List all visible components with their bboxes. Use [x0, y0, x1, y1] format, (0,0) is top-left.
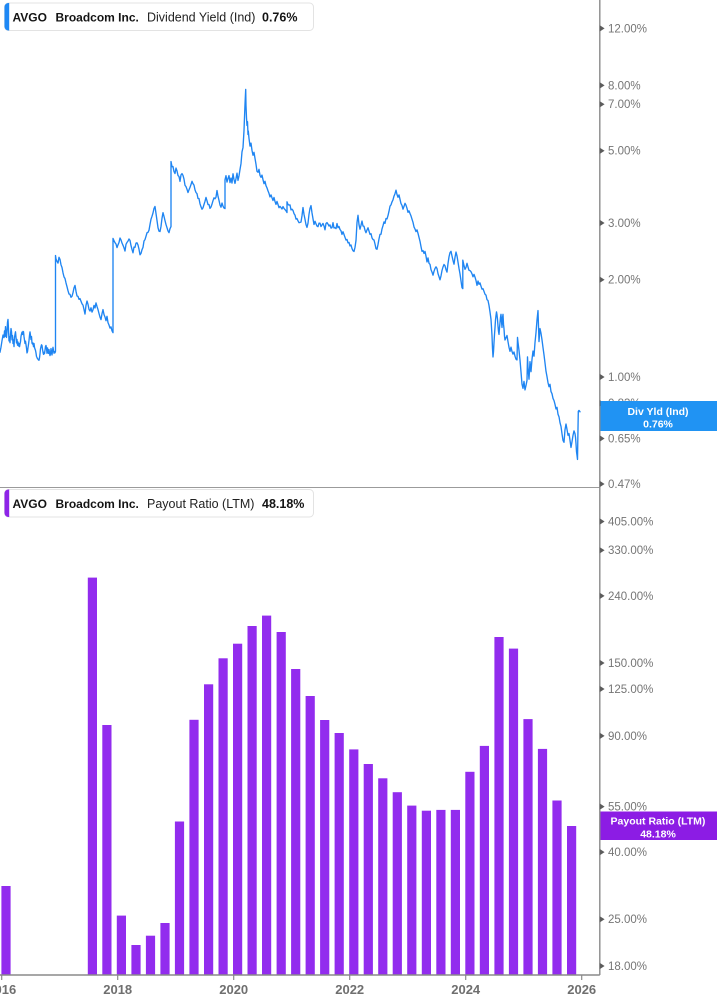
svg-text:150.00%: 150.00%: [608, 658, 653, 670]
svg-text:25.00%: 25.00%: [608, 914, 647, 926]
svg-text:18.00%: 18.00%: [608, 961, 647, 973]
svg-text:2.00%: 2.00%: [608, 275, 641, 287]
svg-text:3.00%: 3.00%: [608, 218, 641, 230]
svg-text:55.00%: 55.00%: [608, 802, 647, 814]
svg-text:5.00%: 5.00%: [608, 146, 641, 158]
svg-text:Broadcom Inc.: Broadcom Inc.: [56, 497, 139, 511]
svg-text:90.00%: 90.00%: [608, 731, 647, 743]
svg-text:48.18%: 48.18%: [640, 829, 676, 841]
svg-text:2016: 2016: [0, 982, 16, 997]
svg-text:2020: 2020: [219, 982, 248, 997]
svg-text:2018: 2018: [103, 982, 132, 997]
svg-text:7.00%: 7.00%: [608, 99, 641, 111]
svg-text:405.00%: 405.00%: [608, 516, 653, 528]
svg-text:330.00%: 330.00%: [608, 545, 653, 557]
svg-text:125.00%: 125.00%: [608, 684, 653, 696]
svg-text:0.47%: 0.47%: [608, 479, 641, 491]
svg-text:12.00%: 12.00%: [608, 23, 647, 35]
svg-text:0.76%: 0.76%: [262, 10, 297, 24]
svg-text:2026: 2026: [567, 982, 596, 997]
svg-text:240.00%: 240.00%: [608, 591, 653, 603]
svg-text:Payout Ratio (LTM): Payout Ratio (LTM): [147, 497, 254, 511]
svg-text:AVGO: AVGO: [13, 10, 47, 24]
svg-text:AVGO: AVGO: [13, 497, 47, 511]
svg-text:0.65%: 0.65%: [608, 433, 641, 445]
svg-text:8.00%: 8.00%: [608, 80, 641, 92]
svg-text:Dividend Yield (Ind): Dividend Yield (Ind): [147, 10, 255, 24]
svg-text:40.00%: 40.00%: [608, 847, 647, 859]
svg-text:2024: 2024: [451, 982, 481, 997]
svg-text:Payout Ratio (LTM): Payout Ratio (LTM): [611, 816, 706, 828]
svg-text:0.76%: 0.76%: [643, 419, 673, 431]
svg-text:2022: 2022: [335, 982, 364, 997]
svg-text:1.00%: 1.00%: [608, 372, 641, 384]
svg-text:Div Yld (Ind): Div Yld (Ind): [627, 406, 688, 418]
svg-text:48.18%: 48.18%: [262, 497, 304, 511]
svg-text:Broadcom Inc.: Broadcom Inc.: [56, 10, 139, 24]
